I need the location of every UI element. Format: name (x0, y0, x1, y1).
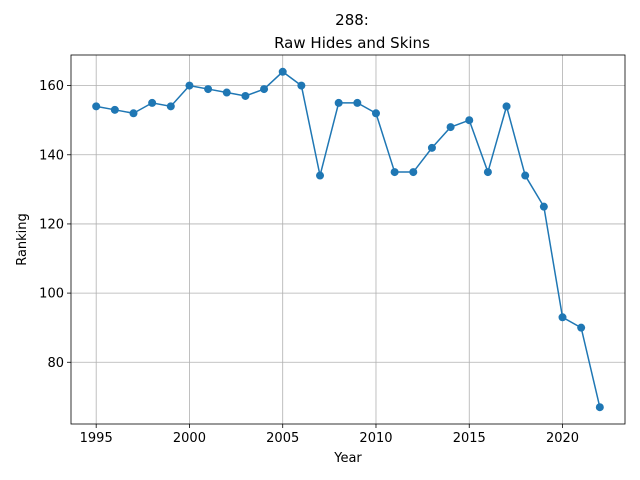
y-tick-label: 100 (39, 287, 64, 302)
x-tick-label: 2010 (359, 431, 392, 446)
data-point (166, 102, 175, 111)
chart-title-line2: Raw Hides and Skins (274, 34, 430, 52)
data-point (278, 67, 287, 76)
y-tick-label: 160 (39, 79, 64, 94)
data-point (521, 171, 530, 180)
data-point (371, 109, 380, 118)
data-point (390, 168, 399, 177)
data-point (297, 81, 306, 90)
x-axis-ticks: 1995 2000 2005 2010 2015 2020 (80, 424, 579, 446)
y-tick-label: 140 (39, 148, 64, 163)
data-point (241, 91, 250, 100)
data-point (204, 85, 213, 94)
data-point (483, 168, 492, 177)
plot-frame (70, 54, 626, 425)
series-line (96, 70, 601, 408)
chart-title-line1: 288: (335, 11, 369, 29)
data-point (92, 102, 101, 111)
data-point (110, 105, 119, 114)
data-point (539, 202, 548, 211)
x-tick-label: 1995 (80, 431, 113, 446)
grid (71, 55, 625, 424)
data-point (465, 116, 474, 125)
data-point (595, 403, 604, 412)
y-axis-ticks: 80 100 120 140 160 (39, 79, 71, 371)
data-point (446, 123, 455, 132)
data-point (129, 109, 138, 118)
data-point (577, 323, 586, 332)
data-point (316, 171, 325, 180)
data-point (427, 143, 436, 152)
data-point (260, 85, 269, 94)
data-point (185, 81, 194, 90)
y-tick-label: 120 (39, 217, 64, 232)
data-point (353, 98, 362, 107)
data-point (409, 168, 418, 177)
data-point (222, 88, 231, 97)
x-axis-label: Year (333, 451, 362, 466)
x-tick-label: 2005 (266, 431, 299, 446)
data-point (502, 102, 511, 111)
x-tick-label: 2020 (546, 431, 579, 446)
data-point (334, 98, 343, 107)
x-tick-label: 2000 (173, 431, 206, 446)
y-tick-label: 80 (47, 356, 64, 371)
data-point (558, 313, 567, 322)
y-axis-label: Ranking (15, 213, 30, 266)
data-point (148, 98, 157, 107)
x-tick-label: 2015 (453, 431, 486, 446)
series-layer (92, 67, 604, 412)
